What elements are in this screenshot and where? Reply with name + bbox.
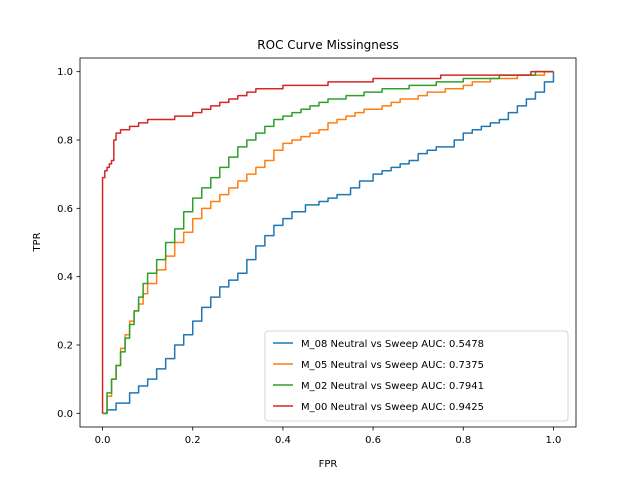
x-tick-label: 0.2	[185, 435, 201, 446]
y-tick-label: 0.8	[57, 136, 73, 147]
series-line-3	[101, 70, 554, 414]
y-axis-ticks: 0.0 0.2 0.4 0.6 0.8 1.0	[57, 67, 80, 420]
legend: M_08 Neutral vs Sweep AUC: 0.5478 M_05 Ne…	[264, 330, 569, 422]
series-line-0	[102, 71, 555, 415]
legend-box	[264, 330, 569, 422]
chart-title: ROC Curve Missingness	[257, 38, 398, 52]
y-tick-label: 0.6	[57, 204, 73, 215]
y-tick-label: 0.0	[57, 409, 73, 420]
legend-entry-label: M_05 Neutral vs Sweep AUC: 0.7375	[301, 360, 484, 371]
axes-frame	[79, 57, 577, 428]
legend-entry-label: M_08 Neutral vs Sweep AUC: 0.5478	[301, 339, 484, 350]
y-tick-label: 0.2	[57, 341, 73, 352]
x-tick-label: 0.8	[455, 435, 471, 446]
y-tick-label: 1.0	[57, 67, 73, 78]
series-line-1	[102, 70, 554, 415]
x-axis-label: FPR	[319, 459, 338, 470]
series-line-2	[102, 70, 554, 415]
x-axis-ticks: 0.0 0.2 0.4 0.6 0.8 1.0	[95, 427, 562, 446]
legend-entry-label: M_00 Neutral vs Sweep AUC: 0.9425	[301, 402, 484, 413]
x-tick-label: 0.6	[365, 435, 381, 446]
x-tick-label: 0.0	[95, 435, 111, 446]
x-tick-label: 1.0	[546, 435, 562, 446]
y-tick-label: 0.4	[57, 272, 73, 283]
y-axis-label: TPR	[32, 232, 43, 252]
plot-area	[101, 70, 555, 415]
legend-entry-label: M_02 Neutral vs Sweep AUC: 0.7941	[301, 381, 484, 392]
x-tick-label: 0.4	[275, 435, 291, 446]
